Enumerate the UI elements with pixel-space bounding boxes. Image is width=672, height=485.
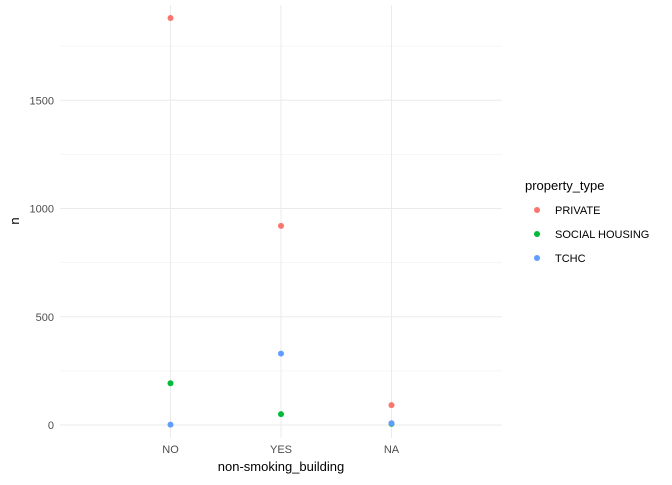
legend-title: property_type (525, 178, 605, 193)
legend: property_type PRIVATE SOCIAL HOUSING TCHC (525, 178, 649, 265)
x-tick-label: YES (270, 444, 292, 456)
y-tick-label: 500 (36, 312, 54, 324)
y-axis-ticks: 0 500 1000 1500 (30, 95, 54, 432)
y-tick-label: 0 (48, 420, 54, 432)
data-point (167, 14, 174, 21)
data-point (167, 421, 174, 428)
y-axis-title: n (7, 217, 22, 224)
data-point (388, 402, 395, 409)
data-point (278, 411, 284, 418)
x-axis-title: non-smoking_building (218, 459, 344, 474)
x-tick-label: NA (384, 444, 400, 456)
y-tick-label: 1000 (30, 204, 54, 216)
data-point (167, 380, 174, 387)
legend-key (534, 255, 540, 261)
legend-label: PRIVATE (555, 205, 600, 217)
data-point (388, 420, 395, 427)
x-axis-ticks: NO YES NA (162, 444, 400, 456)
data-point (278, 222, 284, 229)
data-points (167, 14, 395, 428)
legend-label: TCHC (555, 253, 586, 265)
y-tick-label: 1500 (30, 95, 54, 107)
legend-items: PRIVATE SOCIAL HOUSING TCHC (534, 205, 649, 265)
legend-key (534, 231, 540, 237)
x-tick-label: NO (162, 444, 179, 456)
data-point (278, 350, 284, 357)
legend-label: SOCIAL HOUSING (555, 229, 649, 241)
legend-key (534, 207, 540, 213)
grid-layer (60, 5, 502, 438)
